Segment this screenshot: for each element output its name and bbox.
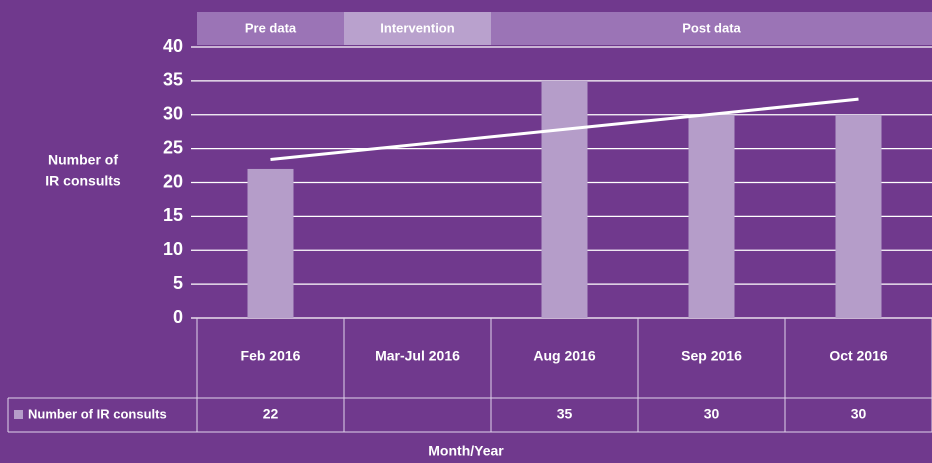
y-tick-label: 0 <box>173 307 183 327</box>
y-tick-label: 15 <box>163 205 183 225</box>
x-tick-label: Feb 2016 <box>241 348 301 364</box>
bar <box>835 114 882 318</box>
y-axis-label: IR consults <box>45 173 121 189</box>
phase-band <box>344 12 491 45</box>
table-value: 35 <box>557 406 573 422</box>
table-value: 22 <box>263 406 279 422</box>
phase-label: Pre data <box>245 20 297 35</box>
y-tick-label: 5 <box>173 273 183 293</box>
y-axis-label: Number of <box>48 152 118 168</box>
table-value: 30 <box>704 406 720 422</box>
bar <box>688 114 735 318</box>
phase-band <box>491 12 932 45</box>
phase-band <box>197 12 344 45</box>
x-tick-label: Sep 2016 <box>681 348 742 364</box>
table-value: 30 <box>851 406 867 422</box>
x-tick-label: Oct 2016 <box>829 348 888 364</box>
x-tick-label: Mar-Jul 2016 <box>375 348 460 364</box>
x-tick-label: Aug 2016 <box>533 348 595 364</box>
bar <box>247 168 294 318</box>
legend-swatch <box>14 410 23 419</box>
phase-label: Intervention <box>380 20 454 35</box>
y-tick-label: 25 <box>163 137 183 157</box>
bar <box>541 80 588 318</box>
x-axis-label: Month/Year <box>428 443 504 459</box>
y-tick-label: 35 <box>163 70 183 90</box>
trendline <box>270 97 859 161</box>
y-tick-label: 30 <box>163 104 183 124</box>
y-tick-label: 10 <box>163 239 183 259</box>
phase-label: Post data <box>682 20 741 35</box>
y-tick-label: 20 <box>163 171 183 191</box>
y-tick-label: 40 <box>163 36 183 56</box>
legend-label: Number of IR consults <box>28 406 167 421</box>
